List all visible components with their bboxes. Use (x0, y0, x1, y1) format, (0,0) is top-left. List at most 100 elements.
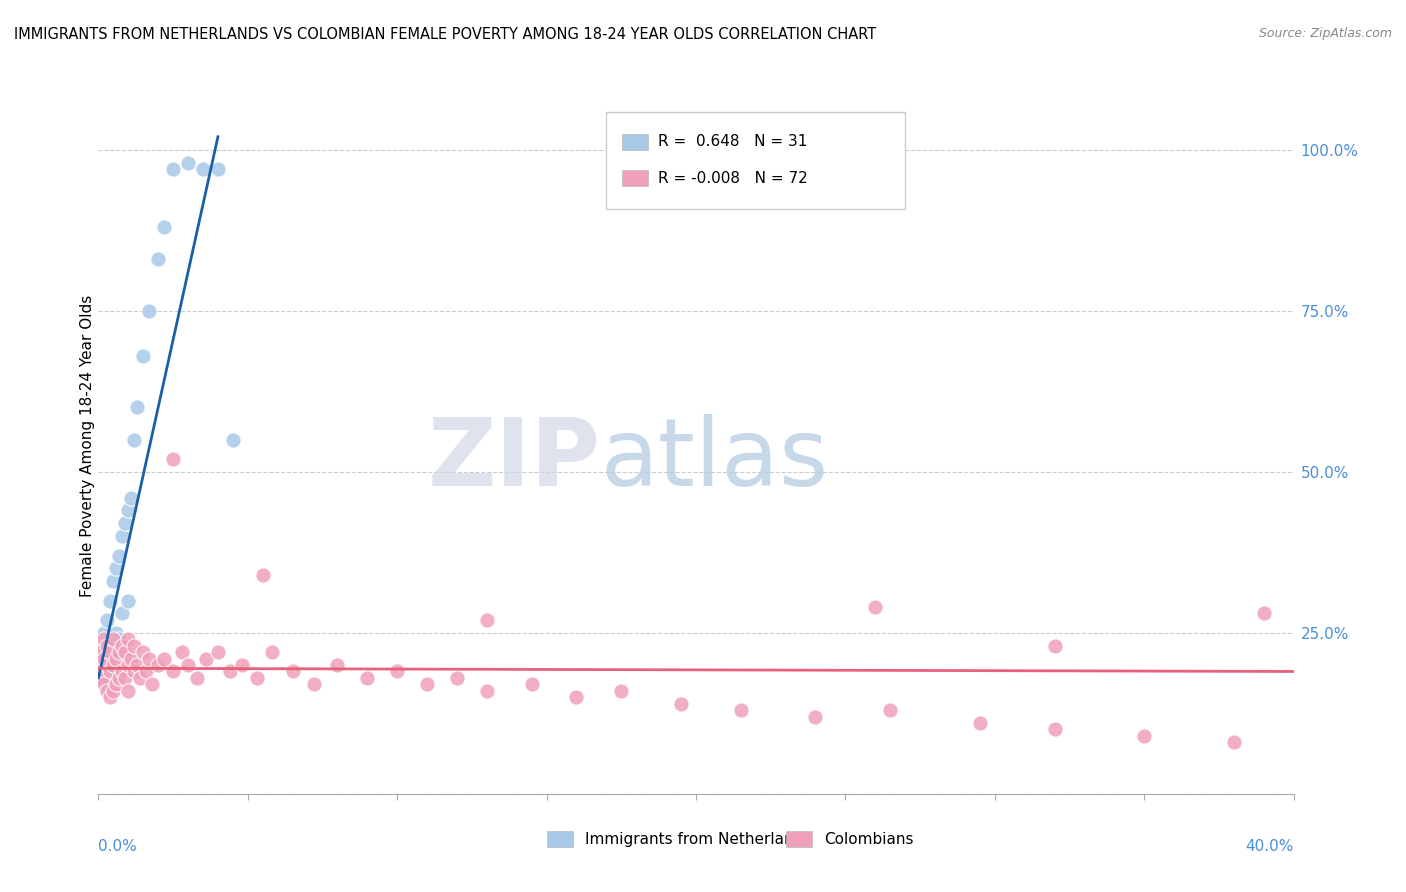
Point (93, 677, 115, 691)
Point (105, 651, 128, 665)
Point (162, 451, 184, 466)
Point (124, 665, 146, 679)
Point (231, 658, 253, 673)
Point (565, 690, 588, 705)
Point (114, 671, 136, 685)
Point (96, 651, 118, 665)
Point (191, 161, 214, 176)
Point (114, 516, 136, 531)
Point (111, 607, 134, 621)
Point (148, 252, 170, 267)
Point (260, 645, 283, 659)
Point (879, 703, 901, 717)
Point (103, 632, 125, 647)
Point (90, 671, 112, 685)
Point (135, 665, 157, 679)
Point (132, 645, 155, 659)
Point (162, 161, 184, 176)
FancyBboxPatch shape (786, 831, 811, 847)
Text: Source: ZipAtlas.com: Source: ZipAtlas.com (1258, 27, 1392, 40)
Point (207, 645, 229, 659)
Point (111, 639, 134, 653)
Point (93, 651, 115, 665)
Point (124, 433, 146, 447)
Point (129, 671, 152, 685)
Point (610, 683, 633, 698)
FancyBboxPatch shape (547, 831, 572, 847)
Point (96, 639, 118, 653)
Point (281, 665, 304, 679)
Point (100, 665, 122, 679)
Point (93, 625, 115, 640)
Point (124, 639, 146, 653)
Point (1043, 639, 1066, 653)
Point (100, 690, 122, 705)
Text: R = -0.008   N = 72: R = -0.008 N = 72 (658, 170, 807, 186)
Point (108, 645, 131, 659)
Point (111, 529, 134, 543)
Point (96, 658, 118, 673)
FancyBboxPatch shape (621, 135, 648, 150)
Point (153, 651, 176, 665)
Point (148, 658, 170, 673)
Point (172, 645, 194, 659)
Point (186, 671, 208, 685)
Point (90, 658, 112, 673)
Point (1133, 729, 1156, 743)
Point (446, 671, 468, 685)
Point (117, 683, 139, 698)
Text: R =  0.648   N = 31: R = 0.648 N = 31 (658, 135, 807, 150)
Point (132, 349, 155, 363)
Point (219, 665, 242, 679)
Point (100, 632, 122, 647)
Point (177, 658, 200, 673)
Point (385, 665, 409, 679)
Point (103, 683, 125, 698)
Text: atlas: atlas (600, 414, 828, 506)
Text: IMMIGRANTS FROM NETHERLANDS VS COLOMBIAN FEMALE POVERTY AMONG 18-24 YEAR OLDS CO: IMMIGRANTS FROM NETHERLANDS VS COLOMBIAN… (14, 27, 876, 42)
Point (127, 658, 149, 673)
Point (475, 613, 498, 627)
Point (1043, 723, 1066, 737)
Point (520, 677, 543, 691)
Point (103, 658, 125, 673)
Point (111, 665, 134, 679)
Point (969, 716, 991, 731)
Point (1223, 735, 1246, 749)
Point (117, 503, 139, 517)
Point (100, 593, 122, 607)
Point (804, 709, 827, 723)
Point (114, 645, 136, 659)
Point (177, 155, 200, 169)
FancyBboxPatch shape (606, 112, 905, 210)
Point (100, 645, 122, 659)
Text: 0.0%: 0.0% (98, 839, 138, 855)
Point (93, 665, 115, 679)
Point (90, 671, 112, 685)
Point (865, 600, 887, 615)
Point (93, 632, 115, 647)
Text: ZIP: ZIP (427, 414, 600, 506)
Point (127, 401, 149, 415)
Point (162, 665, 184, 679)
Point (730, 703, 752, 717)
Point (138, 303, 160, 318)
Point (96, 613, 118, 627)
Point (96, 683, 118, 698)
Point (117, 632, 139, 647)
Point (138, 651, 160, 665)
Point (105, 677, 128, 691)
Point (120, 491, 142, 505)
Point (252, 567, 274, 582)
Text: Immigrants from Netherlands: Immigrants from Netherlands (585, 831, 811, 847)
Point (195, 651, 218, 665)
Point (108, 549, 131, 563)
Point (246, 671, 269, 685)
Point (103, 574, 125, 589)
Point (1253, 607, 1275, 621)
Point (416, 677, 439, 691)
Point (108, 671, 131, 685)
Point (207, 161, 229, 176)
Point (120, 651, 142, 665)
Point (90, 645, 112, 659)
